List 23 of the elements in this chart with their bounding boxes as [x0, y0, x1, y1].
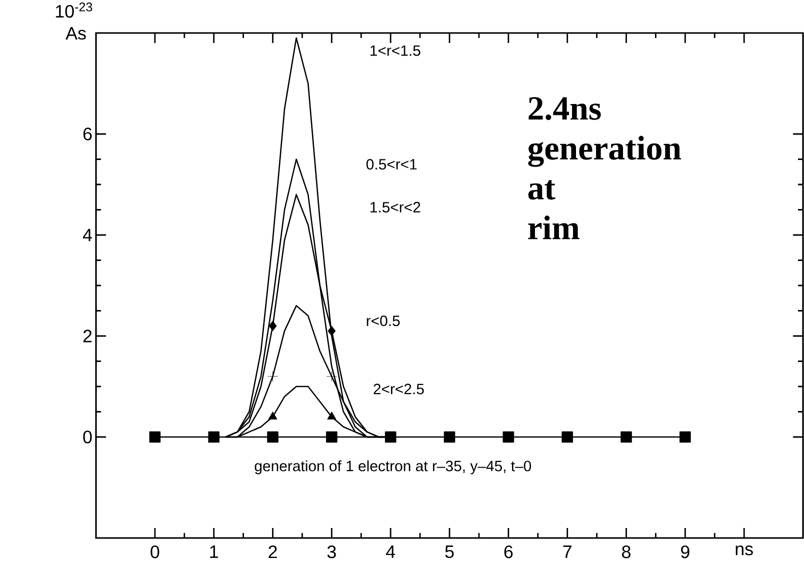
annotation: 1<r<1.5 — [370, 45, 420, 56]
annotation: 1.5<r<2 — [370, 202, 420, 213]
annotation: 0.5<r<1 — [366, 158, 417, 170]
x-tick-label: 4 — [386, 546, 396, 558]
x-tick-label: 1 — [210, 546, 218, 558]
y-tick-label: 0 — [83, 430, 92, 444]
x-tick-label: 7 — [563, 546, 572, 558]
annotation: r<0.5 — [366, 316, 400, 326]
x-tick-label: 9 — [681, 546, 690, 558]
x-tick-label: 3 — [327, 546, 336, 558]
y-tick-label: 6 — [83, 128, 92, 140]
x-tick-label: 8 — [622, 546, 630, 558]
x-tick-label: ns — [736, 546, 753, 556]
text: 10$^{-23}$ As — [56, 2, 92, 40]
x-tick-label: 5 — [445, 546, 454, 558]
y-tick-label: 4 — [82, 228, 92, 242]
annotation: generation of 1 electron at r–35, y–45, t–0 — [254, 460, 532, 474]
annotation: 2.4ns generation at rim — [528, 97, 682, 240]
y-tick-label: 2 — [83, 330, 92, 342]
x-tick-label: 2 — [268, 546, 277, 558]
x-tick-label: 0 — [150, 546, 160, 558]
annotation: 2<r<2.5 — [374, 384, 424, 394]
x-tick-label: 6 — [504, 546, 513, 558]
